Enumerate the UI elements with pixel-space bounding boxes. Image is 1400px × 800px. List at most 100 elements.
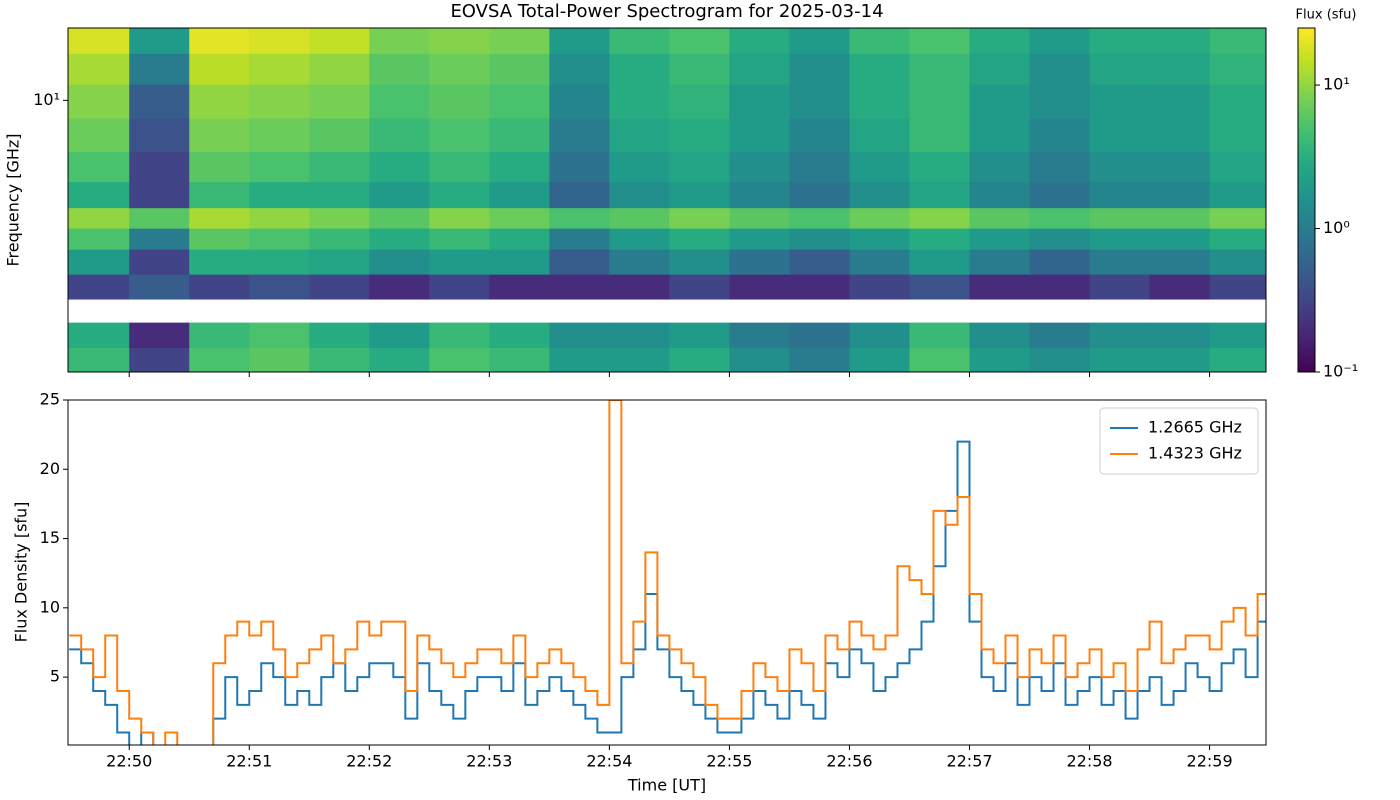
heatmap-cell <box>429 274 490 300</box>
heatmap-cell <box>129 274 190 300</box>
heatmap-cell <box>489 228 550 250</box>
heatmap-cell <box>1149 151 1211 183</box>
heatmap-cell <box>909 207 971 229</box>
heatmap-cell <box>729 28 790 54</box>
x-tick-label: 22:53 <box>466 752 512 771</box>
heatmap-cell <box>489 181 550 209</box>
heatmap-cell <box>309 151 370 183</box>
chart-title: EOVSA Total-Power Spectrogram for 2025-0… <box>450 1 883 22</box>
heatmap-cell <box>68 181 130 209</box>
heatmap-cell <box>189 274 250 300</box>
heatmap-cell <box>849 151 910 183</box>
heatmap-cell <box>849 249 910 275</box>
heatmap-cell <box>1089 28 1151 54</box>
heatmap-cell <box>429 249 490 275</box>
heatmap-cell <box>309 84 370 119</box>
x-tick-label: 22:56 <box>826 752 872 771</box>
heatmap-cell <box>189 28 250 54</box>
heatmap-cell <box>369 118 430 153</box>
heatmap-cell <box>1209 347 1266 372</box>
heatmap-cell <box>309 347 370 372</box>
heatmap-cell <box>68 207 130 229</box>
heatmap-cell <box>549 28 610 54</box>
heatmap-cell <box>68 322 130 349</box>
heatmap-cell <box>789 84 850 119</box>
x-tick-label: 22:59 <box>1187 752 1233 771</box>
y-axis-label: Flux Density [sfu] <box>12 502 31 643</box>
heatmap-cell <box>1089 207 1151 229</box>
heatmap-cell <box>849 347 910 372</box>
heatmap-cell <box>429 28 490 54</box>
heatmap-cell <box>729 347 790 372</box>
heatmap-cell <box>1149 322 1211 349</box>
heatmap-cell <box>729 322 790 349</box>
y-tick-label: 15 <box>40 528 60 547</box>
heatmap-cell <box>189 118 250 153</box>
heatmap-cell <box>68 28 130 54</box>
heatmap-cell <box>369 249 430 275</box>
heatmap-cell <box>1209 207 1266 229</box>
heatmap-cell <box>189 249 250 275</box>
heatmap-cell <box>249 28 310 54</box>
heatmap-cell <box>129 151 190 183</box>
heatmap-cell <box>68 118 130 153</box>
legend-label: 1.4323 GHz <box>1148 444 1242 463</box>
heatmap-cell <box>549 207 610 229</box>
x-tick-label: 22:52 <box>346 752 392 771</box>
heatmap-cell <box>429 181 490 209</box>
heatmap-cell <box>1089 347 1151 372</box>
heatmap-cell <box>669 207 730 229</box>
heatmap-cell <box>1149 207 1211 229</box>
x-tick-label: 22:54 <box>586 752 632 771</box>
heatmap-cell <box>189 181 250 209</box>
heatmap-cell <box>249 151 310 183</box>
heatmap-cell <box>849 84 910 119</box>
x-axis-label: Time [UT] <box>627 776 706 795</box>
heatmap-cell <box>1029 274 1091 300</box>
heatmap-cell <box>309 28 370 54</box>
heatmap-cell <box>789 207 850 229</box>
heatmap-cell <box>1209 249 1266 275</box>
heatmap-cell <box>609 322 670 349</box>
heatmap-cell <box>1209 28 1266 54</box>
heatmap-cell <box>1029 322 1091 349</box>
heatmap-cell <box>1029 84 1091 119</box>
heatmap-cell <box>489 274 550 300</box>
heatmap-cell <box>609 84 670 119</box>
heatmap-cell <box>309 53 370 85</box>
y-tick-label: 20 <box>40 459 60 478</box>
heatmap-cell <box>1029 228 1091 250</box>
x-tick-label: 22:50 <box>106 752 152 771</box>
heatmap-cell <box>1209 118 1266 153</box>
y-tick-label: 5 <box>50 667 60 686</box>
heatmap-cell <box>249 322 310 349</box>
heatmap-cell <box>1149 249 1211 275</box>
heatmap-cell <box>489 347 550 372</box>
heatmap-cell <box>1149 181 1211 209</box>
heatmap-cell <box>1209 322 1266 349</box>
heatmap-cell <box>249 53 310 85</box>
heatmap-cell <box>909 28 971 54</box>
heatmap-cell <box>309 274 370 300</box>
y-tick-label: 25 <box>40 390 60 409</box>
heatmap-cell <box>249 347 310 372</box>
plot-area <box>69 400 1266 745</box>
heatmap-cell <box>129 181 190 209</box>
axes-frame <box>67 27 1267 373</box>
heatmap-cell <box>189 151 250 183</box>
heatmap-cell <box>1029 347 1091 372</box>
heatmap-cell <box>849 228 910 250</box>
colorbar <box>1297 27 1316 373</box>
heatmap-cell <box>669 347 730 372</box>
heatmap-cell <box>549 181 610 209</box>
heatmap-cell <box>189 207 250 229</box>
heatmap-cell <box>129 53 190 85</box>
heatmap-cell <box>669 274 730 300</box>
line-series <box>69 400 1266 745</box>
heatmap-cell <box>1209 84 1266 119</box>
heatmap-cell <box>429 322 490 349</box>
x-tick-label: 22:57 <box>946 752 992 771</box>
heatmap-cell <box>1149 28 1211 54</box>
heatmap-cell <box>969 181 1031 209</box>
